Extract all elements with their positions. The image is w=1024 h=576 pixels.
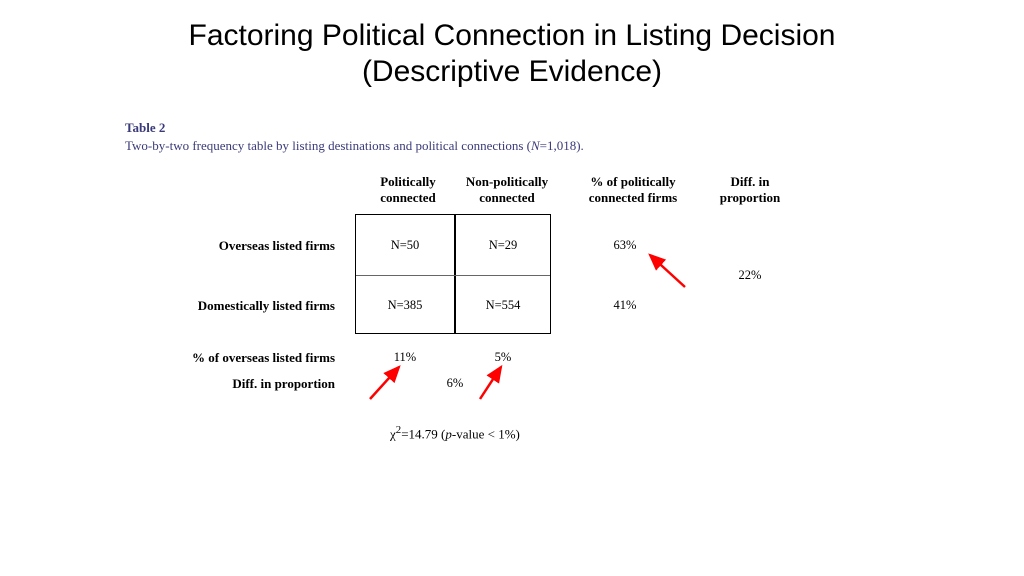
cell-r2c3: 41% bbox=[595, 298, 655, 313]
row-label-diff-proportion: Diff. in proportion bbox=[125, 376, 335, 392]
cell-r2c1: N=385 bbox=[357, 298, 453, 313]
table-grid: Politicallyconnected Non-politicallyconn… bbox=[125, 174, 905, 504]
title-line-2: (Descriptive Evidence) bbox=[362, 55, 662, 88]
cell-r1c3: 63% bbox=[595, 238, 655, 253]
two-by-two-box bbox=[355, 214, 551, 334]
cell-r1c2: N=29 bbox=[455, 238, 551, 253]
cell-diff-proportion-col: 22% bbox=[720, 268, 780, 283]
chi-square-stat: χ2=14.79 (p-value < 1%) bbox=[390, 424, 520, 442]
table-number: Table 2 bbox=[125, 120, 905, 136]
title-line-1: Factoring Political Connection in Listin… bbox=[189, 19, 836, 52]
box-horizontal-divider bbox=[356, 275, 550, 276]
col-header-nonpolitically: Non-politicallyconnected bbox=[457, 174, 557, 207]
box-vertical-divider bbox=[454, 215, 456, 333]
col-header-diff-proportion: Diff. inproportion bbox=[705, 174, 795, 207]
row-label-pct-overseas: % of overseas listed firms bbox=[125, 350, 335, 366]
table-2-block: Table 2 Two-by-two frequency table by li… bbox=[125, 120, 905, 504]
cell-r3c2: 5% bbox=[455, 350, 551, 365]
cell-r3c1: 11% bbox=[357, 350, 453, 365]
cell-r1c1: N=50 bbox=[357, 238, 453, 253]
col-header-pct-politically: % of politicallyconnected firms bbox=[573, 174, 693, 207]
table-caption: Two-by-two frequency table by listing de… bbox=[125, 138, 905, 154]
cell-r2c2: N=554 bbox=[455, 298, 551, 313]
slide-title: Factoring Political Connection in Listin… bbox=[0, 0, 1024, 90]
row-label-overseas: Overseas listed firms bbox=[125, 238, 335, 254]
col-header-politically: Politicallyconnected bbox=[363, 174, 453, 207]
row-label-domestic: Domestically listed firms bbox=[125, 298, 335, 314]
